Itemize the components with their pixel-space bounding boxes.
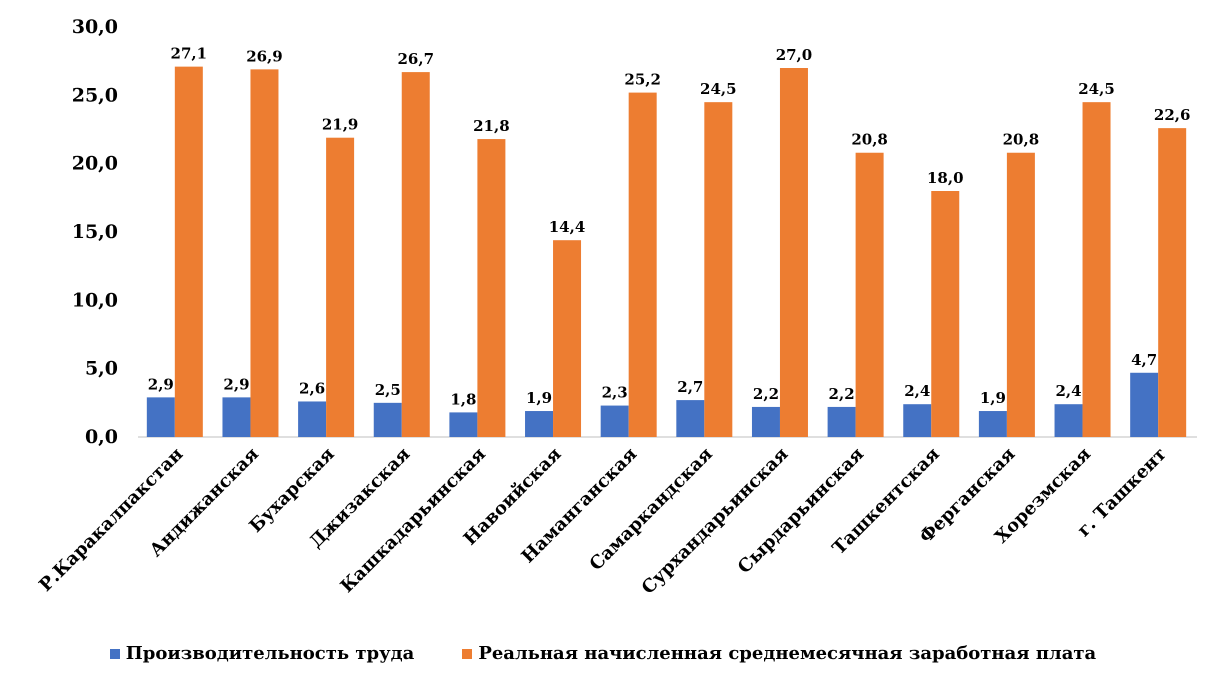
productivity-data-label: 1,9 — [980, 389, 1006, 407]
wage-data-label: 22,6 — [1154, 106, 1191, 124]
y-tick-label: 0,0 — [85, 426, 118, 448]
wage-bar — [628, 92, 657, 437]
productivity-bar — [827, 406, 856, 437]
wage-data-label: 27,0 — [776, 46, 813, 64]
y-axis: 0,0 5,0 10,0 15,0 20,0 25,0 30,0 — [72, 16, 118, 448]
productivity-data-label: 1,8 — [450, 390, 476, 408]
productivity-data-label: 2,7 — [677, 378, 703, 396]
wage-bar — [704, 102, 733, 438]
productivity-bar — [600, 405, 629, 437]
wage-bar — [250, 69, 279, 437]
productivity-data-label: 2,6 — [299, 379, 325, 397]
productivity-bar — [449, 412, 478, 437]
wage-data-label: 21,9 — [322, 116, 359, 134]
legend-item-wage: Реальная начисленная среднемесячная зара… — [462, 643, 1096, 664]
productivity-data-label: 4,7 — [1131, 351, 1157, 369]
wage-data-label: 14,4 — [549, 218, 586, 236]
wage-data-label: 21,8 — [473, 117, 510, 135]
productivity-bar — [751, 406, 780, 437]
y-tick-label: 10,0 — [72, 289, 118, 311]
y-tick-label: 25,0 — [72, 84, 118, 106]
y-tick-label: 5,0 — [85, 358, 118, 380]
productivity-data-label: 2,3 — [602, 384, 628, 402]
productivity-bar — [978, 411, 1007, 437]
productivity-data-label: 2,2 — [829, 385, 855, 403]
productivity-data-label: 1,9 — [526, 389, 552, 407]
productivity-bar — [1130, 372, 1159, 437]
productivity-bar — [525, 411, 554, 437]
wage-data-label: 27,1 — [171, 45, 208, 63]
productivity-bar — [298, 401, 327, 437]
wage-data-label: 25,2 — [624, 71, 661, 89]
productivity-bar — [222, 397, 251, 437]
legend-swatch-productivity — [109, 648, 120, 659]
wage-bar — [477, 139, 506, 438]
wage-bar — [931, 191, 960, 437]
legend-item-productivity: Производительность труда — [109, 643, 415, 664]
legend-label-wage: Реальная начисленная среднемесячная зара… — [478, 643, 1097, 664]
category-label: Сурхандарьинская — [638, 444, 793, 599]
wage-bar — [779, 68, 808, 437]
productivity-bar — [1054, 404, 1083, 437]
legend-label-productivity: Производительность труда — [125, 643, 415, 664]
wage-data-label: 20,8 — [1003, 131, 1040, 149]
productivity-data-label: 2,4 — [1055, 382, 1081, 400]
wage-data-label: 20,8 — [851, 131, 888, 149]
wage-bar — [1006, 152, 1035, 437]
wage-bar — [174, 66, 203, 437]
wage-bar — [855, 152, 884, 437]
y-tick-label: 15,0 — [72, 221, 118, 243]
data-labels: 2,9 27,1 2,9 26,9 2,6 21,9 2,5 26,7 1,8 21,8 1,9 14… — [148, 45, 1191, 409]
y-tick-label: 20,0 — [72, 153, 118, 175]
category-label: Самаркандская — [586, 444, 717, 575]
bars — [146, 66, 1187, 438]
productivity-bar — [373, 402, 402, 437]
wage-bar — [401, 72, 430, 437]
productivity-bar — [903, 404, 932, 437]
productivity-data-label: 2,9 — [148, 375, 174, 393]
category-labels: Р.КаракалпакстанАндижанскаяБухарскаяДжиз… — [35, 444, 1171, 599]
wage-data-label: 24,5 — [700, 80, 737, 98]
legend-swatch-wage — [462, 648, 473, 659]
productivity-bar — [676, 400, 705, 437]
productivity-data-label: 2,2 — [753, 385, 779, 403]
category-label: Кашкадарьинская — [337, 444, 490, 597]
y-tick-label: 30,0 — [72, 16, 118, 38]
wage-bar — [326, 137, 355, 437]
productivity-data-label: 2,9 — [223, 375, 249, 393]
wage-data-label: 24,5 — [1078, 80, 1115, 98]
wage-bar — [553, 240, 582, 437]
wage-data-label: 26,9 — [246, 47, 283, 65]
category-label: Сырдарьинская — [734, 444, 868, 578]
legend: Производительность труда Реальная начисл… — [0, 643, 1206, 664]
wage-data-label: 18,0 — [927, 169, 964, 187]
category-label: Р.Каракалпакстан — [35, 444, 187, 596]
productivity-bar — [146, 397, 175, 437]
productivity-data-label: 2,4 — [904, 382, 930, 400]
wage-data-label: 26,7 — [397, 50, 434, 68]
wage-bar — [1158, 128, 1187, 437]
productivity-data-label: 2,5 — [375, 381, 401, 399]
wage-bar — [1082, 102, 1111, 438]
